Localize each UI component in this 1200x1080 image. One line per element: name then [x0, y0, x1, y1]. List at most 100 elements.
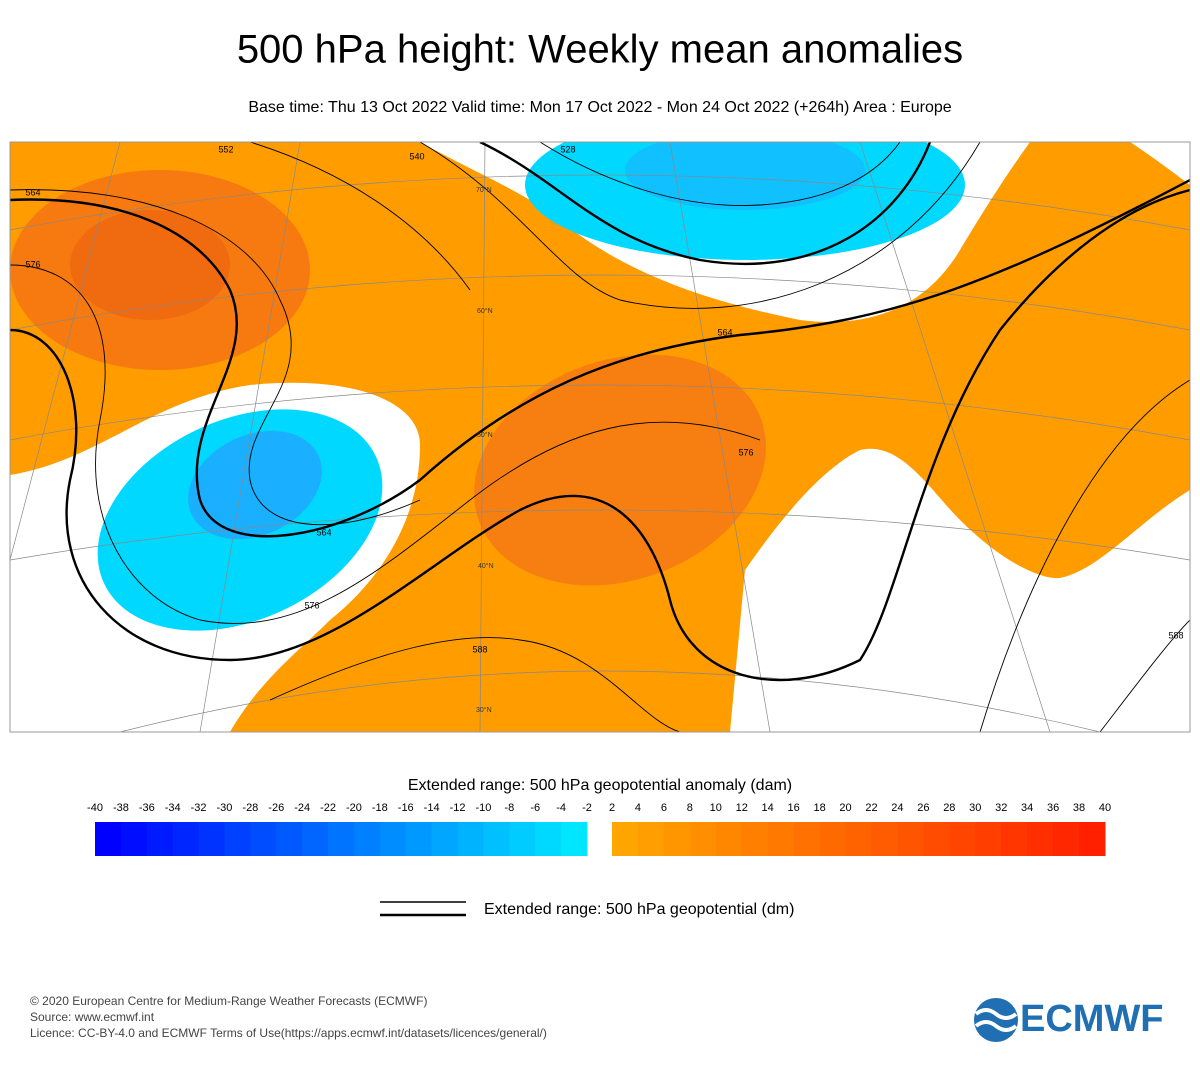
colorbar-segment — [1079, 822, 1106, 856]
colorbar-tick-label: -22 — [320, 802, 336, 814]
footer-line: © 2020 European Centre for Medium-Range … — [30, 994, 427, 1008]
colorbar-segment — [302, 822, 329, 856]
legend-label: Extended range: 500 hPa geopotential (dm… — [484, 901, 794, 918]
colorbar-tick-label: -26 — [268, 802, 284, 814]
colorbar-segment — [483, 822, 510, 856]
colorbar-segment — [845, 822, 872, 856]
colorbar-tick-label: 14 — [762, 802, 774, 814]
latitude-label: 30°N — [476, 706, 492, 714]
colorbar-tick-label: 12 — [736, 802, 748, 814]
colorbar-tick-label: -34 — [165, 802, 181, 814]
colorbar-segment — [637, 822, 665, 856]
colorbar-segment — [120, 822, 148, 856]
colorbar-tick-label: -8 — [504, 802, 514, 814]
colorbar-tick-label: 22 — [865, 802, 877, 814]
colorbar-tick-label: 20 — [839, 802, 851, 814]
colorbar-tick-label: -30 — [217, 802, 233, 814]
latitude-label: 50°N — [477, 431, 493, 439]
colorbar-tick-label: 8 — [687, 802, 693, 814]
colorbar-segment — [715, 822, 743, 856]
anomaly-core — [474, 354, 766, 586]
colorbar-tick-label: 34 — [1021, 802, 1033, 814]
neutral-area — [730, 448, 1190, 732]
colorbar-segment — [95, 822, 122, 856]
logo-text: ECMWF — [1020, 998, 1164, 1040]
map-frame — [9, 141, 1191, 733]
colorbar-tick-label: 28 — [943, 802, 955, 814]
latitude-label: 40°N — [478, 562, 494, 570]
colorbar-segment — [198, 822, 225, 856]
colorbar-tick-label: 2 — [609, 802, 615, 814]
latitude-label: 60°N — [477, 307, 493, 315]
colorbar-tick-label: 38 — [1073, 802, 1085, 814]
colorbar-segment — [1027, 822, 1054, 856]
colorbar-segment — [1053, 822, 1080, 856]
anomaly-core — [70, 210, 230, 320]
contour-label: 528 — [560, 144, 575, 154]
colorbar-segment — [1001, 822, 1028, 856]
contour-label: 588 — [472, 644, 487, 654]
colorbar-segment — [561, 822, 588, 856]
colorbar-segment — [328, 822, 355, 856]
contour-label: 552 — [218, 144, 233, 154]
contour-label: 564 — [25, 187, 40, 197]
colorbar-title: Extended range: 500 hPa geopotential ano… — [408, 777, 792, 794]
contours — [10, 142, 1190, 732]
colorbar-tick-label: -2 — [582, 802, 592, 814]
colorbar-segment — [949, 822, 976, 856]
colorbar-segment — [353, 822, 381, 856]
colorbar-tick-label: 4 — [635, 802, 641, 814]
colorbar-segment — [871, 822, 898, 856]
latitude-labels: 70°N 60°N 50°N 40°N 30°N — [476, 186, 494, 714]
negative-anomaly — [188, 430, 322, 540]
footer-line: Source: www.ecmwf.int — [30, 1010, 155, 1024]
negative-anomaly — [625, 142, 865, 210]
contour-label: 576 — [304, 600, 319, 610]
contour-label: 540 — [409, 151, 424, 161]
colorbar-segment — [793, 822, 821, 856]
colorbar-tick-label: 6 — [661, 802, 667, 814]
colorbar-segment — [146, 822, 174, 856]
title: 500 hPa height: Weekly mean anomalies — [237, 28, 963, 72]
contour-label: 576 — [738, 447, 753, 457]
graticule — [10, 142, 1190, 732]
logo: ECMWF — [974, 998, 1164, 1042]
contour-label: 564 — [717, 327, 732, 337]
colorbar-segment — [379, 822, 407, 856]
colorbar-tick-label: -20 — [346, 802, 362, 814]
colorbar-tick-label: -36 — [139, 802, 155, 814]
colorbar-segment — [509, 822, 536, 856]
contour-label: 564 — [316, 527, 331, 537]
footer-line: Licence: CC-BY-4.0 and ECMWF Terms of Us… — [30, 1026, 547, 1040]
colorbar-tick-label: -28 — [242, 802, 258, 814]
colorbar-tick-label: 36 — [1047, 802, 1059, 814]
colorbar-tick-label: 16 — [788, 802, 800, 814]
colorbar-tick-label: 18 — [813, 802, 825, 814]
map: 564 552 540 528 576 564 564 576 588 576 … — [9, 141, 1191, 733]
colorbar-tick-label: -12 — [450, 802, 466, 814]
colorbar-tick-label: -4 — [556, 802, 566, 814]
colorbar-tick-label: -40 — [87, 802, 103, 814]
contour-labels: 564 552 540 528 576 564 564 576 588 576 … — [25, 144, 1183, 654]
colorbar-segment — [897, 822, 924, 856]
colorbar-segment — [172, 822, 200, 856]
colorbar-segment — [457, 822, 484, 856]
colorbar-tick-label: 10 — [710, 802, 722, 814]
colorbar-segment — [276, 822, 303, 856]
colorbar-segment — [975, 822, 1002, 856]
colorbar-tick-label: 30 — [969, 802, 981, 814]
colorbar-tick-label: -16 — [398, 802, 414, 814]
colorbar-tick-label: -6 — [530, 802, 540, 814]
colorbar-segment — [923, 822, 950, 856]
colorbar-tick-label: 40 — [1099, 802, 1111, 814]
colorbar-segment — [250, 822, 277, 856]
colorbar-tick-label: 24 — [891, 802, 903, 814]
logo-mark — [974, 998, 1018, 1042]
colorbar-tick-label: -10 — [475, 802, 491, 814]
colorbar-segment — [535, 822, 562, 856]
colorbar-tick-label: 32 — [995, 802, 1007, 814]
latitude-label: 70°N — [476, 186, 492, 194]
colorbar-tick-label: -14 — [424, 802, 440, 814]
colorbar-segment — [819, 822, 847, 856]
